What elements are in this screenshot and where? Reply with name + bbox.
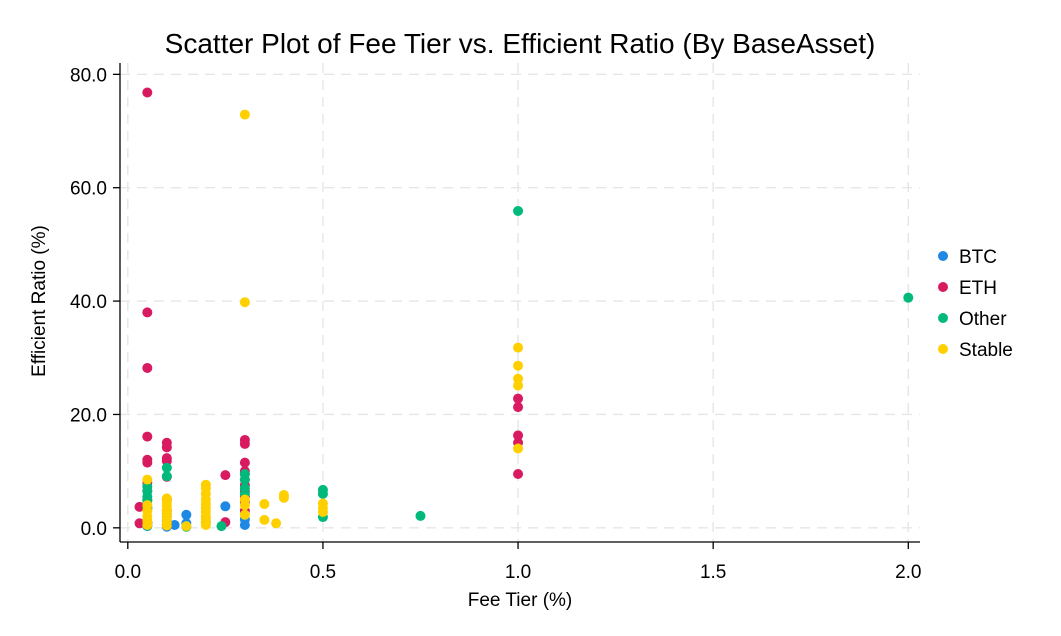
data-point [513, 430, 524, 441]
data-point [169, 519, 180, 530]
data-point [200, 519, 211, 530]
legend-label: BTC [959, 247, 997, 268]
data-point [513, 342, 524, 353]
x-axis-label: Fee Tier (%) [468, 590, 573, 611]
x-tick-label: 0.5 [310, 562, 336, 583]
grid-lines [120, 63, 920, 542]
x-tick-label: 1.0 [505, 562, 531, 583]
axes: 0.0 0.5 1.0 1.5 2.0 0.0 20.0 40.0 60.0 80.0 [70, 63, 922, 583]
legend-label: Stable [959, 340, 1013, 361]
data-point [134, 518, 145, 529]
data-point [161, 462, 172, 473]
data-point [239, 438, 250, 449]
data-point [142, 474, 153, 485]
data-point [513, 360, 524, 371]
legend-marker [938, 313, 948, 323]
data-point [513, 443, 524, 454]
y-tick-label: 0.0 [81, 519, 107, 540]
data-points [134, 87, 914, 532]
data-point [220, 501, 231, 512]
y-tick-label: 40.0 [70, 292, 107, 313]
data-point [239, 509, 250, 520]
y-tick-label: 60.0 [70, 179, 107, 200]
data-point [513, 402, 524, 413]
y-axis-label: Efficient Ratio (%) [29, 225, 50, 377]
x-tick-label: 2.0 [895, 562, 921, 583]
legend-marker [938, 282, 948, 292]
legend-item-stable: Stable [938, 340, 1013, 361]
legend-label: ETH [959, 278, 997, 299]
data-point [142, 431, 153, 442]
data-point [317, 506, 328, 517]
data-point [278, 492, 289, 503]
data-point [142, 362, 153, 373]
data-point [161, 520, 172, 531]
data-point [513, 393, 524, 404]
data-point [161, 471, 172, 482]
data-point [239, 500, 250, 511]
series-eth [134, 87, 524, 530]
data-point [161, 442, 172, 453]
data-point [239, 457, 250, 468]
data-point [903, 292, 914, 303]
data-point [259, 499, 270, 510]
data-point [181, 521, 192, 532]
data-point [239, 297, 250, 308]
data-point [317, 488, 328, 499]
data-point [220, 470, 231, 481]
legend-item-eth: ETH [938, 278, 997, 299]
y-tick-label: 20.0 [70, 405, 107, 426]
data-point [239, 474, 250, 485]
data-point [239, 109, 250, 120]
x-tick-label: 1.5 [700, 562, 726, 583]
chart-title: Scatter Plot of Fee Tier vs. Efficient R… [165, 28, 876, 59]
data-point [271, 518, 282, 529]
data-point [134, 501, 145, 512]
data-point [142, 307, 153, 318]
legend-item-other: Other [938, 309, 1007, 330]
series-other [142, 205, 914, 532]
data-point [513, 468, 524, 479]
data-point [142, 519, 153, 530]
series-stable [142, 109, 524, 532]
legend-label: Other [959, 309, 1007, 330]
data-point [181, 509, 192, 520]
legend-marker [938, 344, 948, 354]
y-tick-label: 80.0 [70, 65, 107, 86]
legend-item-btc: BTC [938, 247, 997, 268]
data-point [415, 510, 426, 521]
data-point [142, 87, 153, 98]
data-point [216, 521, 227, 532]
data-point [259, 514, 270, 525]
x-tick-label: 0.0 [115, 562, 141, 583]
data-point [142, 457, 153, 468]
data-point [513, 380, 524, 391]
legend-marker [938, 251, 948, 261]
legend: BTC ETH Other Stable [938, 247, 1013, 361]
data-point [513, 205, 524, 216]
